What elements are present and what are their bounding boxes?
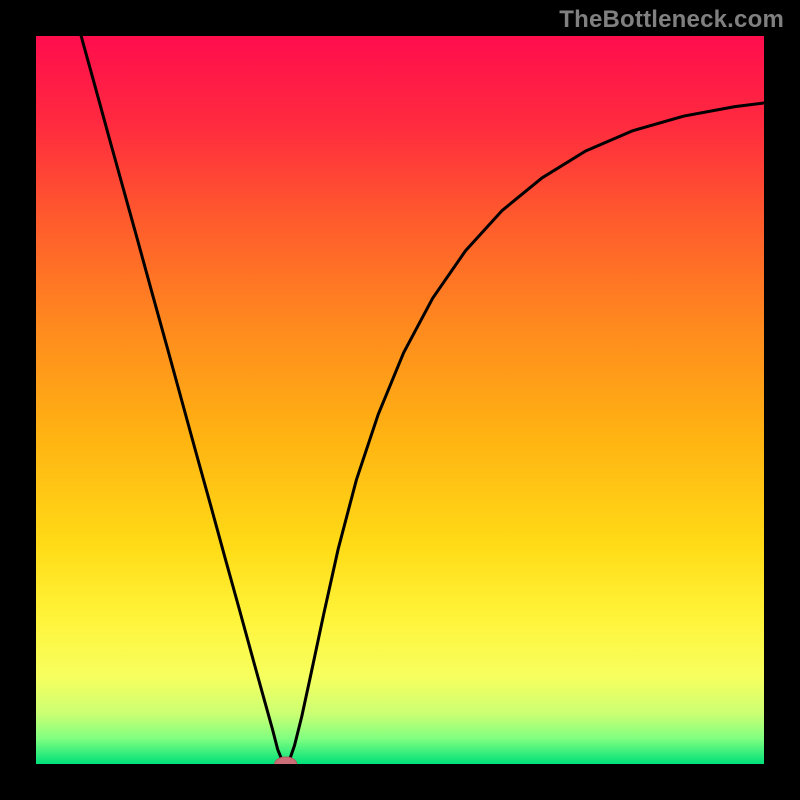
chart-svg bbox=[36, 36, 764, 764]
chart-background bbox=[36, 36, 764, 764]
bottleneck-chart bbox=[36, 36, 764, 764]
attribution-text: TheBottleneck.com bbox=[559, 6, 784, 34]
